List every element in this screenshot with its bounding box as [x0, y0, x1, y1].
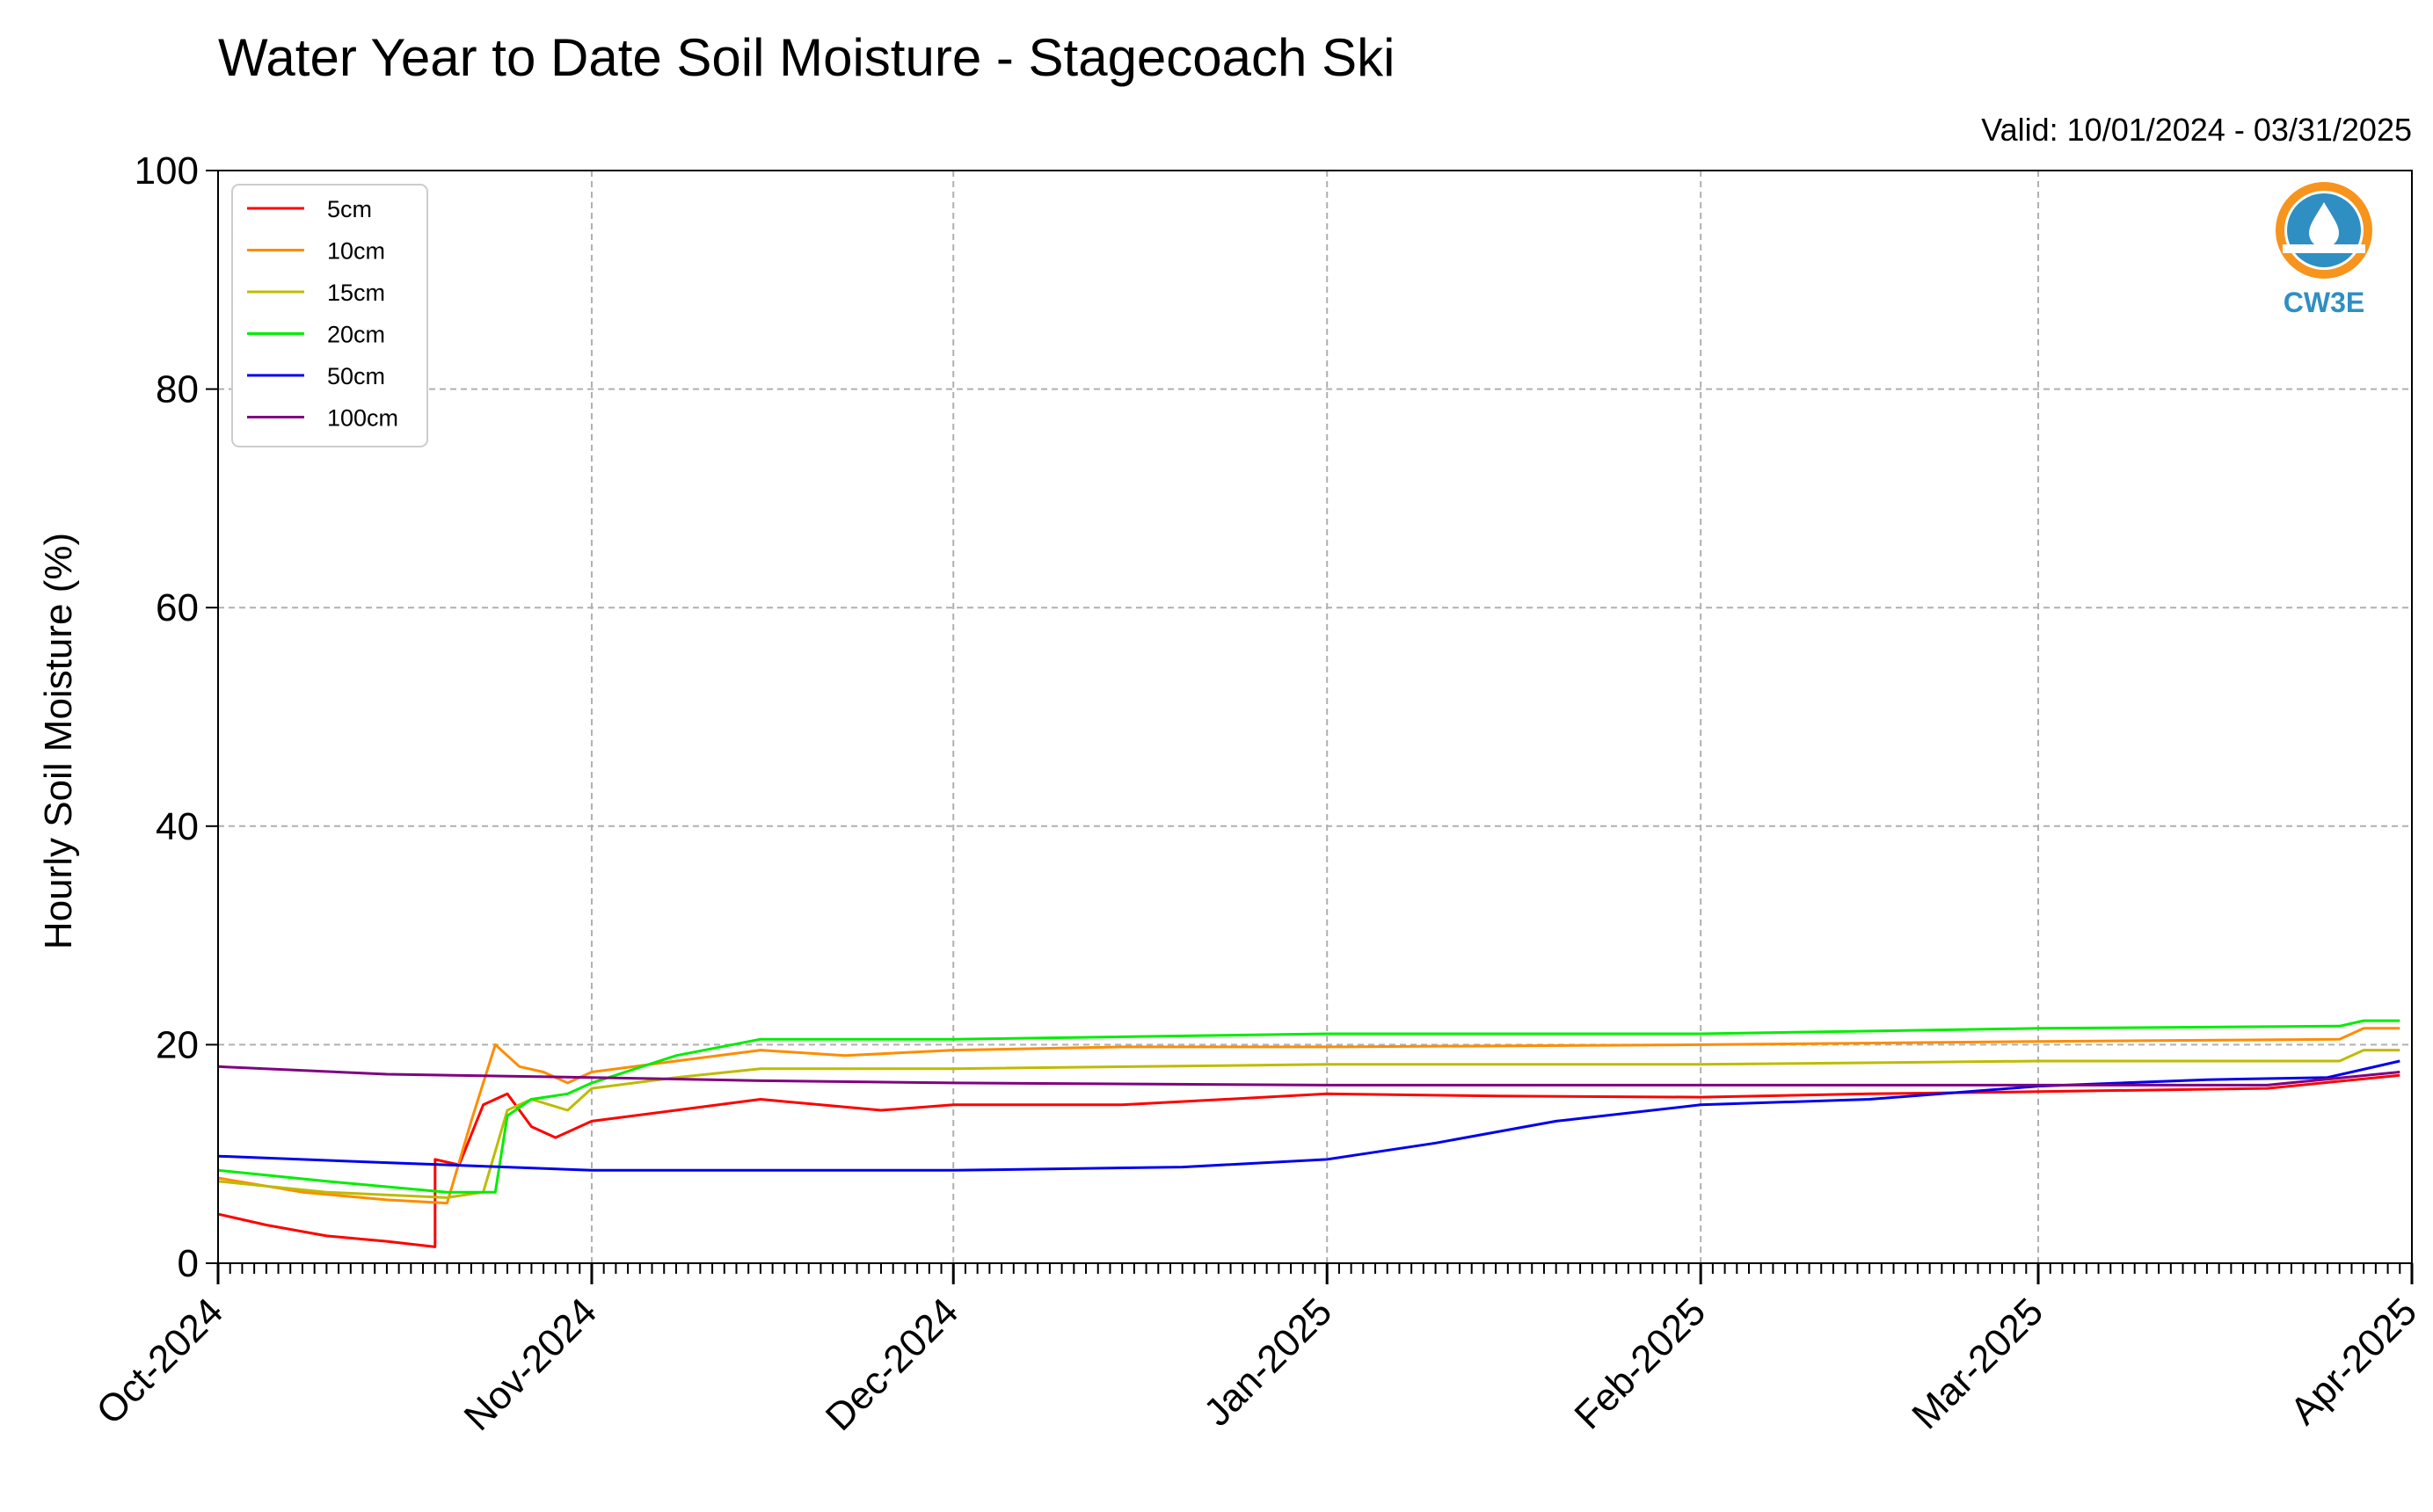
series-line-50cm	[217, 1059, 2400, 1172]
x-tick-label: Feb-2025	[1566, 1290, 1714, 1437]
x-tick-label: Mar-2025	[1904, 1290, 2051, 1437]
legend-label: 5cm	[327, 196, 372, 222]
axes: 0 20 40 60 80 100 Oct-2024 Nov-2024 Dec-2024 Jan-…	[88, 149, 2425, 1439]
cw3e-logo: CW3E	[2276, 182, 2372, 318]
series-line-10cm	[217, 1027, 2400, 1205]
logo-text: CW3E	[2284, 287, 2364, 318]
legend-label: 20cm	[327, 322, 385, 348]
x-tick-label: Oct-2024	[88, 1290, 231, 1433]
series-lines	[217, 1019, 2400, 1248]
series-line-100cm	[217, 1065, 2400, 1087]
y-axis-label: Hourly Soil Moisture (%)	[37, 533, 80, 949]
y-tick-label: 80	[156, 368, 199, 411]
y-tick-label: 20	[156, 1023, 199, 1066]
grid	[218, 171, 2412, 1263]
y-tick-label: 0	[178, 1242, 199, 1285]
y-tick-label: 60	[156, 586, 199, 629]
x-tick-label: Nov-2024	[455, 1290, 605, 1439]
series-line-5cm	[217, 1073, 2400, 1248]
plot-frame	[217, 170, 2413, 1264]
y-tick-label: 100	[135, 149, 199, 193]
valid-date-range: Valid: 10/01/2024 - 03/31/2025	[1981, 112, 2412, 148]
water-drop-icon	[2309, 202, 2339, 248]
x-tick-label: Apr-2025	[2282, 1290, 2425, 1433]
x-tick-label: Dec-2024	[818, 1290, 967, 1439]
legend: 5cm 10cm 15cm 20cm 50cm 100cm	[231, 184, 428, 447]
series-line-15cm	[217, 1049, 2400, 1199]
legend-label: 50cm	[327, 363, 385, 389]
y-tick-label: 40	[156, 805, 199, 848]
legend-label: 100cm	[327, 405, 398, 432]
chart-title: Water Year to Date Soil Moisture - Stage…	[218, 28, 1395, 87]
logo-ring	[2276, 182, 2372, 279]
legend-label: 10cm	[327, 238, 385, 265]
legend-label: 15cm	[327, 280, 385, 306]
x-tick-label: Jan-2025	[1196, 1290, 1340, 1434]
logo-wave-band	[2283, 244, 2365, 253]
series-line-20cm	[217, 1019, 2400, 1194]
